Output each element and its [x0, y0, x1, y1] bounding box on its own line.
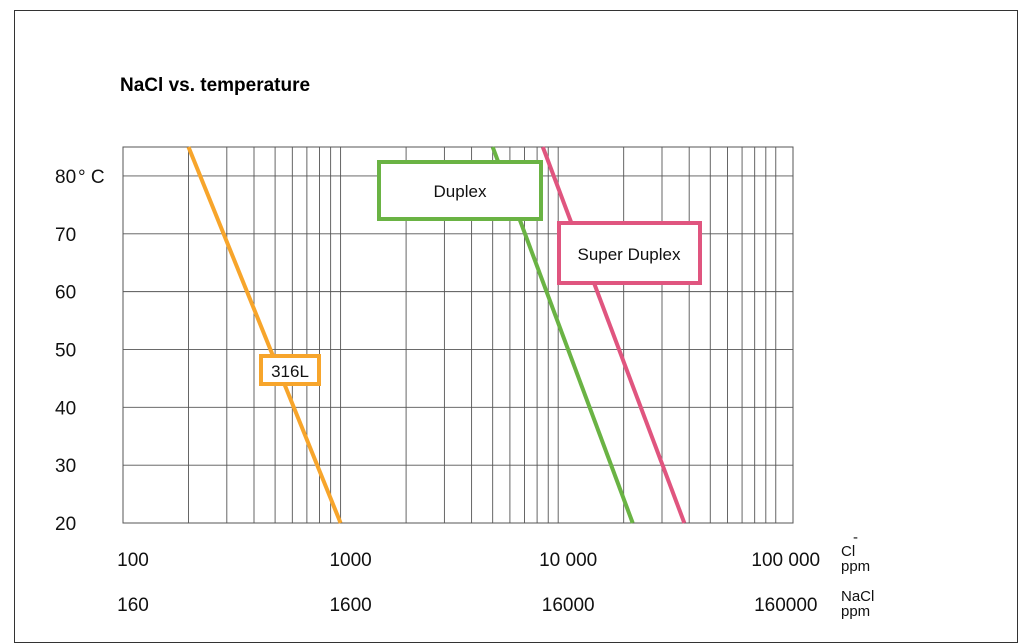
chart-frame: NaCl vs. temperature 316L Duplex Super Dup…	[14, 10, 1018, 643]
series-label-box-316l	[259, 354, 321, 386]
plot-border	[122, 146, 794, 524]
x-tick-label-cl: 1000	[329, 550, 371, 571]
series-label-box-duplex	[377, 160, 543, 221]
y-tick-label: 80	[55, 167, 76, 188]
series-label-box-super-duplex	[557, 221, 702, 285]
series-line-316l	[186, 146, 343, 524]
series-label-super-duplex: Super Duplex	[577, 245, 681, 264]
x-axis-label-cl: Cl	[841, 543, 855, 560]
y-unit-label: ° C	[78, 167, 105, 188]
x-tick-label-nacl: 160000	[754, 595, 817, 616]
series-labels: 316L Duplex Super Duplex	[259, 160, 702, 386]
y-tick-label: 70	[55, 225, 76, 246]
x-tick-label-nacl: 16000	[542, 595, 595, 616]
chart-canvas: NaCl vs. temperature 316L Duplex Super Dup…	[55, 75, 874, 620]
y-tick-label: 50	[55, 340, 76, 361]
axis-ticks: 20 30 40 50 60 70 80 ° C 100 1000 10 000 100 000 160…	[55, 167, 874, 620]
x-tick-label-cl: 100	[117, 550, 149, 571]
y-tick-label: 30	[55, 456, 76, 477]
x-axis-unit-cl: ppm	[841, 558, 870, 575]
series-label-316l: 316L	[271, 362, 309, 381]
x-axis-unit-nacl: ppm	[841, 603, 870, 620]
x-tick-label-cl: 10 000	[539, 550, 597, 571]
chart-title: NaCl vs. temperature	[120, 75, 310, 96]
series-label-duplex: Duplex	[434, 182, 487, 201]
series-line-super-duplex	[540, 146, 687, 524]
y-tick-label: 20	[55, 514, 76, 535]
x-axis-label-nacl: NaCl	[841, 588, 874, 605]
x-tick-label-cl: 100 000	[751, 550, 820, 571]
y-tick-label: 40	[55, 398, 76, 419]
y-tick-label: 60	[55, 283, 76, 304]
x-tick-label-nacl: 1600	[329, 595, 371, 616]
x-tick-label-nacl: 160	[117, 595, 149, 616]
x-axis-label-cl-superscript: -	[853, 529, 858, 546]
